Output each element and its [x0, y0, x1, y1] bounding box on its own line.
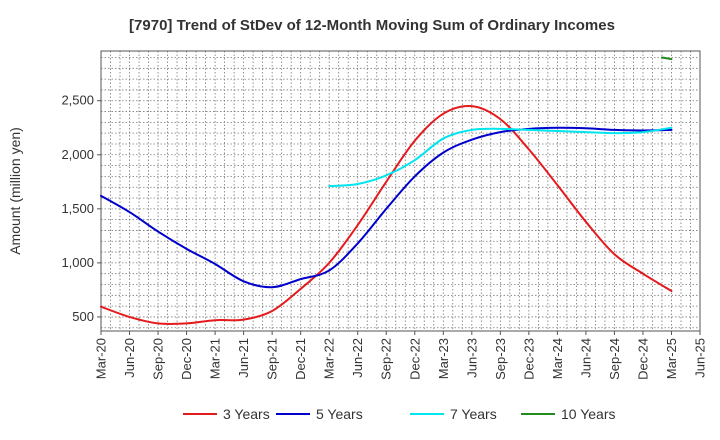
y-tick-label: 2,500	[61, 93, 94, 108]
x-tick-label: Jun-23	[464, 338, 479, 378]
x-tick-label: Mar-25	[664, 338, 679, 379]
x-tick-label: Dec-20	[179, 338, 194, 380]
y-tick-label: 2,000	[61, 147, 94, 162]
series-line-7-years	[328, 126, 673, 188]
y-tick-label: 500	[72, 309, 94, 324]
series-line-5-years	[100, 126, 673, 289]
x-tick-label: Sep-21	[265, 338, 280, 380]
series-line-3-years	[100, 104, 673, 326]
x-axis-ticks: Mar-20 Jun-20 Sep-20 Dec-20 Mar-21 Jun-21 Sep-…	[94, 331, 708, 380]
y-axis-label: Amount (million yen)	[7, 127, 23, 255]
legend-label-3-years: 3 Years	[223, 406, 270, 422]
legend-label-5-years: 5 Years	[316, 406, 363, 422]
series-lines	[100, 56, 673, 326]
x-tick-label: Dec-23	[521, 338, 536, 380]
x-tick-label: Mar-24	[550, 338, 565, 379]
x-tick-label: Sep-23	[493, 338, 508, 380]
legend-label-7-years: 7 Years	[450, 406, 497, 422]
x-tick-label: Dec-21	[293, 338, 308, 380]
x-tick-label: Mar-22	[322, 338, 337, 379]
x-tick-label: Dec-22	[407, 338, 422, 380]
series-line-10-years	[660, 56, 673, 61]
chart-title: [7970] Trend of StDev of 12-Month Moving…	[129, 17, 615, 34]
x-tick-label: Jun-25	[693, 338, 708, 378]
y-tick-label: 1,500	[61, 201, 94, 216]
plot-area	[100, 50, 701, 332]
x-tick-label: Sep-24	[607, 338, 622, 380]
x-tick-label: Mar-21	[208, 338, 223, 379]
legend: 3 Years 5 Years 7 Years 10 Years	[183, 406, 616, 422]
x-tick-label: Jun-22	[350, 338, 365, 378]
x-tick-label: Sep-22	[379, 338, 394, 380]
x-tick-label: Jun-20	[122, 338, 137, 378]
x-tick-label: Jun-24	[578, 338, 593, 378]
x-tick-label: Mar-20	[94, 338, 109, 379]
y-tick-label: 1,000	[61, 255, 94, 270]
x-tick-label: Dec-24	[635, 338, 650, 380]
y-axis-ticks: 500 1,000 1,500 2,000 2,500	[61, 93, 101, 324]
grid	[101, 51, 700, 331]
x-tick-label: Sep-20	[151, 338, 166, 380]
x-tick-label: Jun-21	[236, 338, 251, 378]
x-tick-label: Mar-23	[436, 338, 451, 379]
legend-label-10-years: 10 Years	[561, 406, 616, 422]
